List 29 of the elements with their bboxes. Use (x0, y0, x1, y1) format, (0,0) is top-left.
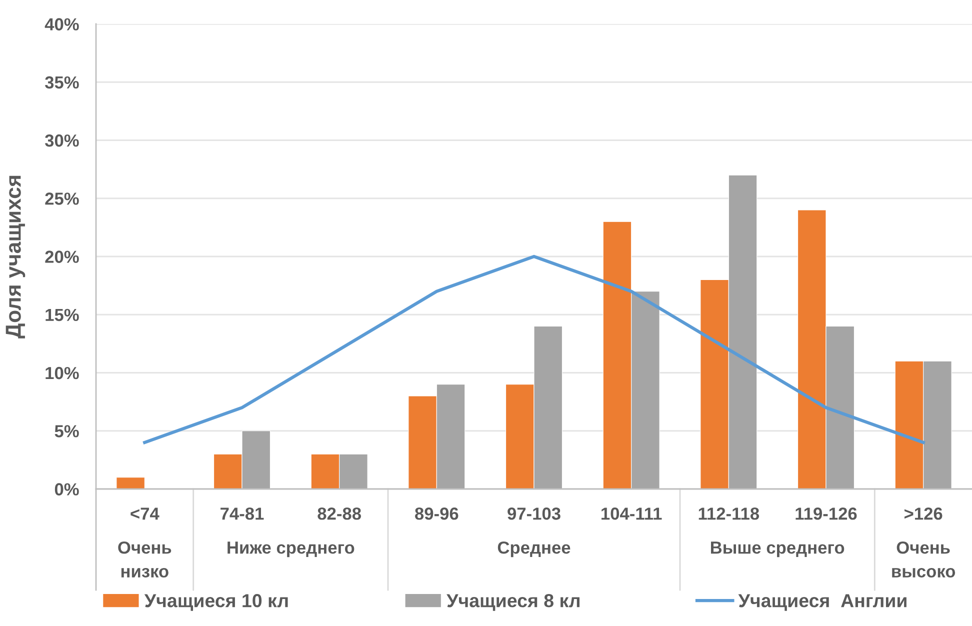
x-tick-label: 89-96 (415, 508, 458, 520)
bar (116, 477, 145, 489)
line-series (143, 254, 925, 444)
y-tick-label: 15% (46, 308, 79, 322)
y-tick-label: 30% (44, 134, 79, 147)
text: Ниже среднего (228, 542, 354, 558)
x-tick-label: 112-118 (698, 508, 760, 520)
x-tick-label: >126 (904, 508, 942, 520)
text: Очень высоко (892, 541, 956, 578)
y-tick-label: 25% (45, 192, 79, 205)
x-tick-label: 104-111 (602, 508, 662, 520)
x-tick-label: 119-126 (796, 508, 857, 520)
text: Очень низко (118, 541, 172, 578)
y-tick-label: 35% (44, 76, 79, 89)
text: Среднее (498, 541, 570, 558)
x-tick-label: 74-81 (220, 508, 264, 520)
y-tick-label: 0% (54, 483, 79, 496)
x-tick-label: <74 (130, 508, 160, 520)
x-tick-label: 82-88 (318, 508, 362, 520)
legend-label: Учащиеся 8 кл (446, 594, 580, 611)
y-tick-label: 10% (46, 366, 79, 380)
x-tick-label: 97-103 (508, 508, 560, 520)
y-tick-label: 5% (54, 425, 79, 438)
y-tick-label: 40% (44, 18, 79, 30)
y-axis-title: Доля учащихся (6, 176, 26, 338)
legend-label: Учащиеся Англии (738, 594, 906, 611)
text: Выше среднего (711, 542, 844, 558)
y-tick-label: 20% (45, 250, 79, 263)
legend-label: Учащиеся 10 кл (144, 594, 288, 611)
